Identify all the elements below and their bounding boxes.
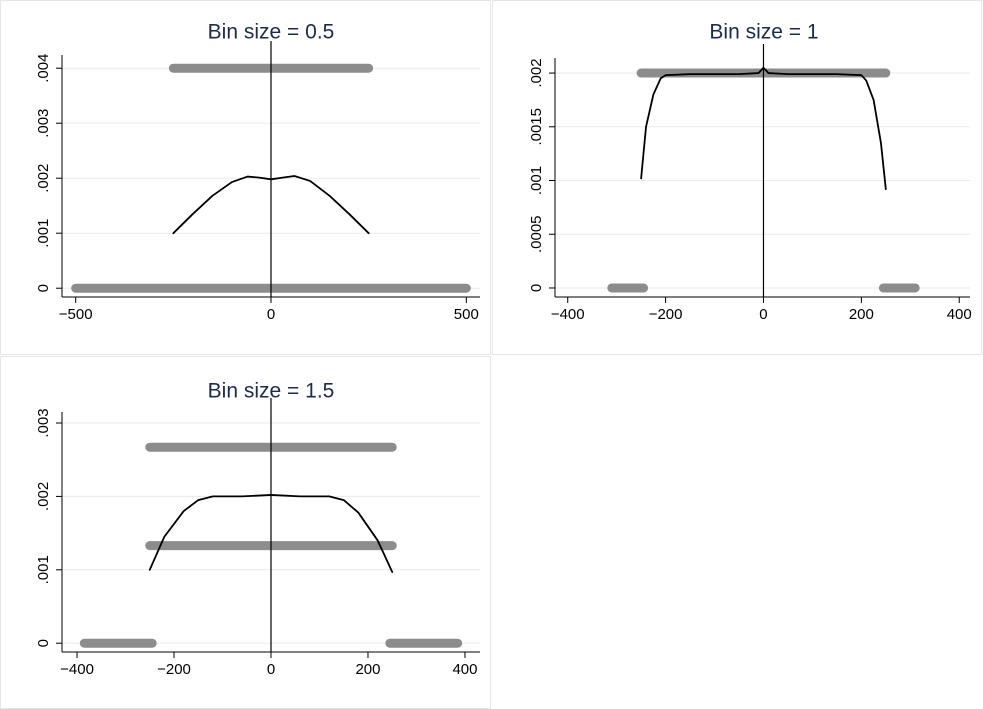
x-tick-label: 500 xyxy=(454,306,479,323)
y-tick-label: 0 xyxy=(35,639,52,647)
y-tick-label: .0015 xyxy=(528,108,545,146)
x-tick-label: −400 xyxy=(60,661,94,678)
y-tick-label: .003 xyxy=(35,408,52,437)
x-tick-label: 200 xyxy=(355,661,380,678)
x-tick-label: −200 xyxy=(649,306,683,323)
x-tick-label: −200 xyxy=(157,661,191,678)
chart-title: Bin size = 1.5 xyxy=(208,380,335,403)
y-tick-label: 0 xyxy=(528,284,545,292)
x-tick-label: 200 xyxy=(849,306,874,323)
panel-frame xyxy=(492,0,982,355)
x-tick-label: 400 xyxy=(947,306,972,323)
x-tick-label: 400 xyxy=(452,661,477,678)
panel-frame xyxy=(0,0,491,355)
y-tick-label: 0 xyxy=(35,284,52,292)
x-tick-label: 0 xyxy=(267,661,275,678)
chart-title: Bin size = 1 xyxy=(709,21,818,44)
y-tick-label: .002 xyxy=(35,164,52,193)
x-tick-label: −400 xyxy=(551,306,585,323)
y-tick-label: .002 xyxy=(35,482,52,511)
y-tick-label: .003 xyxy=(35,109,52,138)
y-tick-label: .004 xyxy=(35,54,52,83)
y-tick-label: .002 xyxy=(528,58,545,87)
x-tick-label: 0 xyxy=(759,306,767,323)
chart-title: Bin size = 0.5 xyxy=(208,21,335,44)
y-tick-label: .001 xyxy=(35,555,52,584)
y-tick-label: .0005 xyxy=(528,215,545,253)
y-tick-label: .001 xyxy=(35,219,52,248)
y-tick-label: .001 xyxy=(528,166,545,195)
x-tick-label: −500 xyxy=(59,306,93,323)
x-tick-label: 0 xyxy=(267,306,275,323)
